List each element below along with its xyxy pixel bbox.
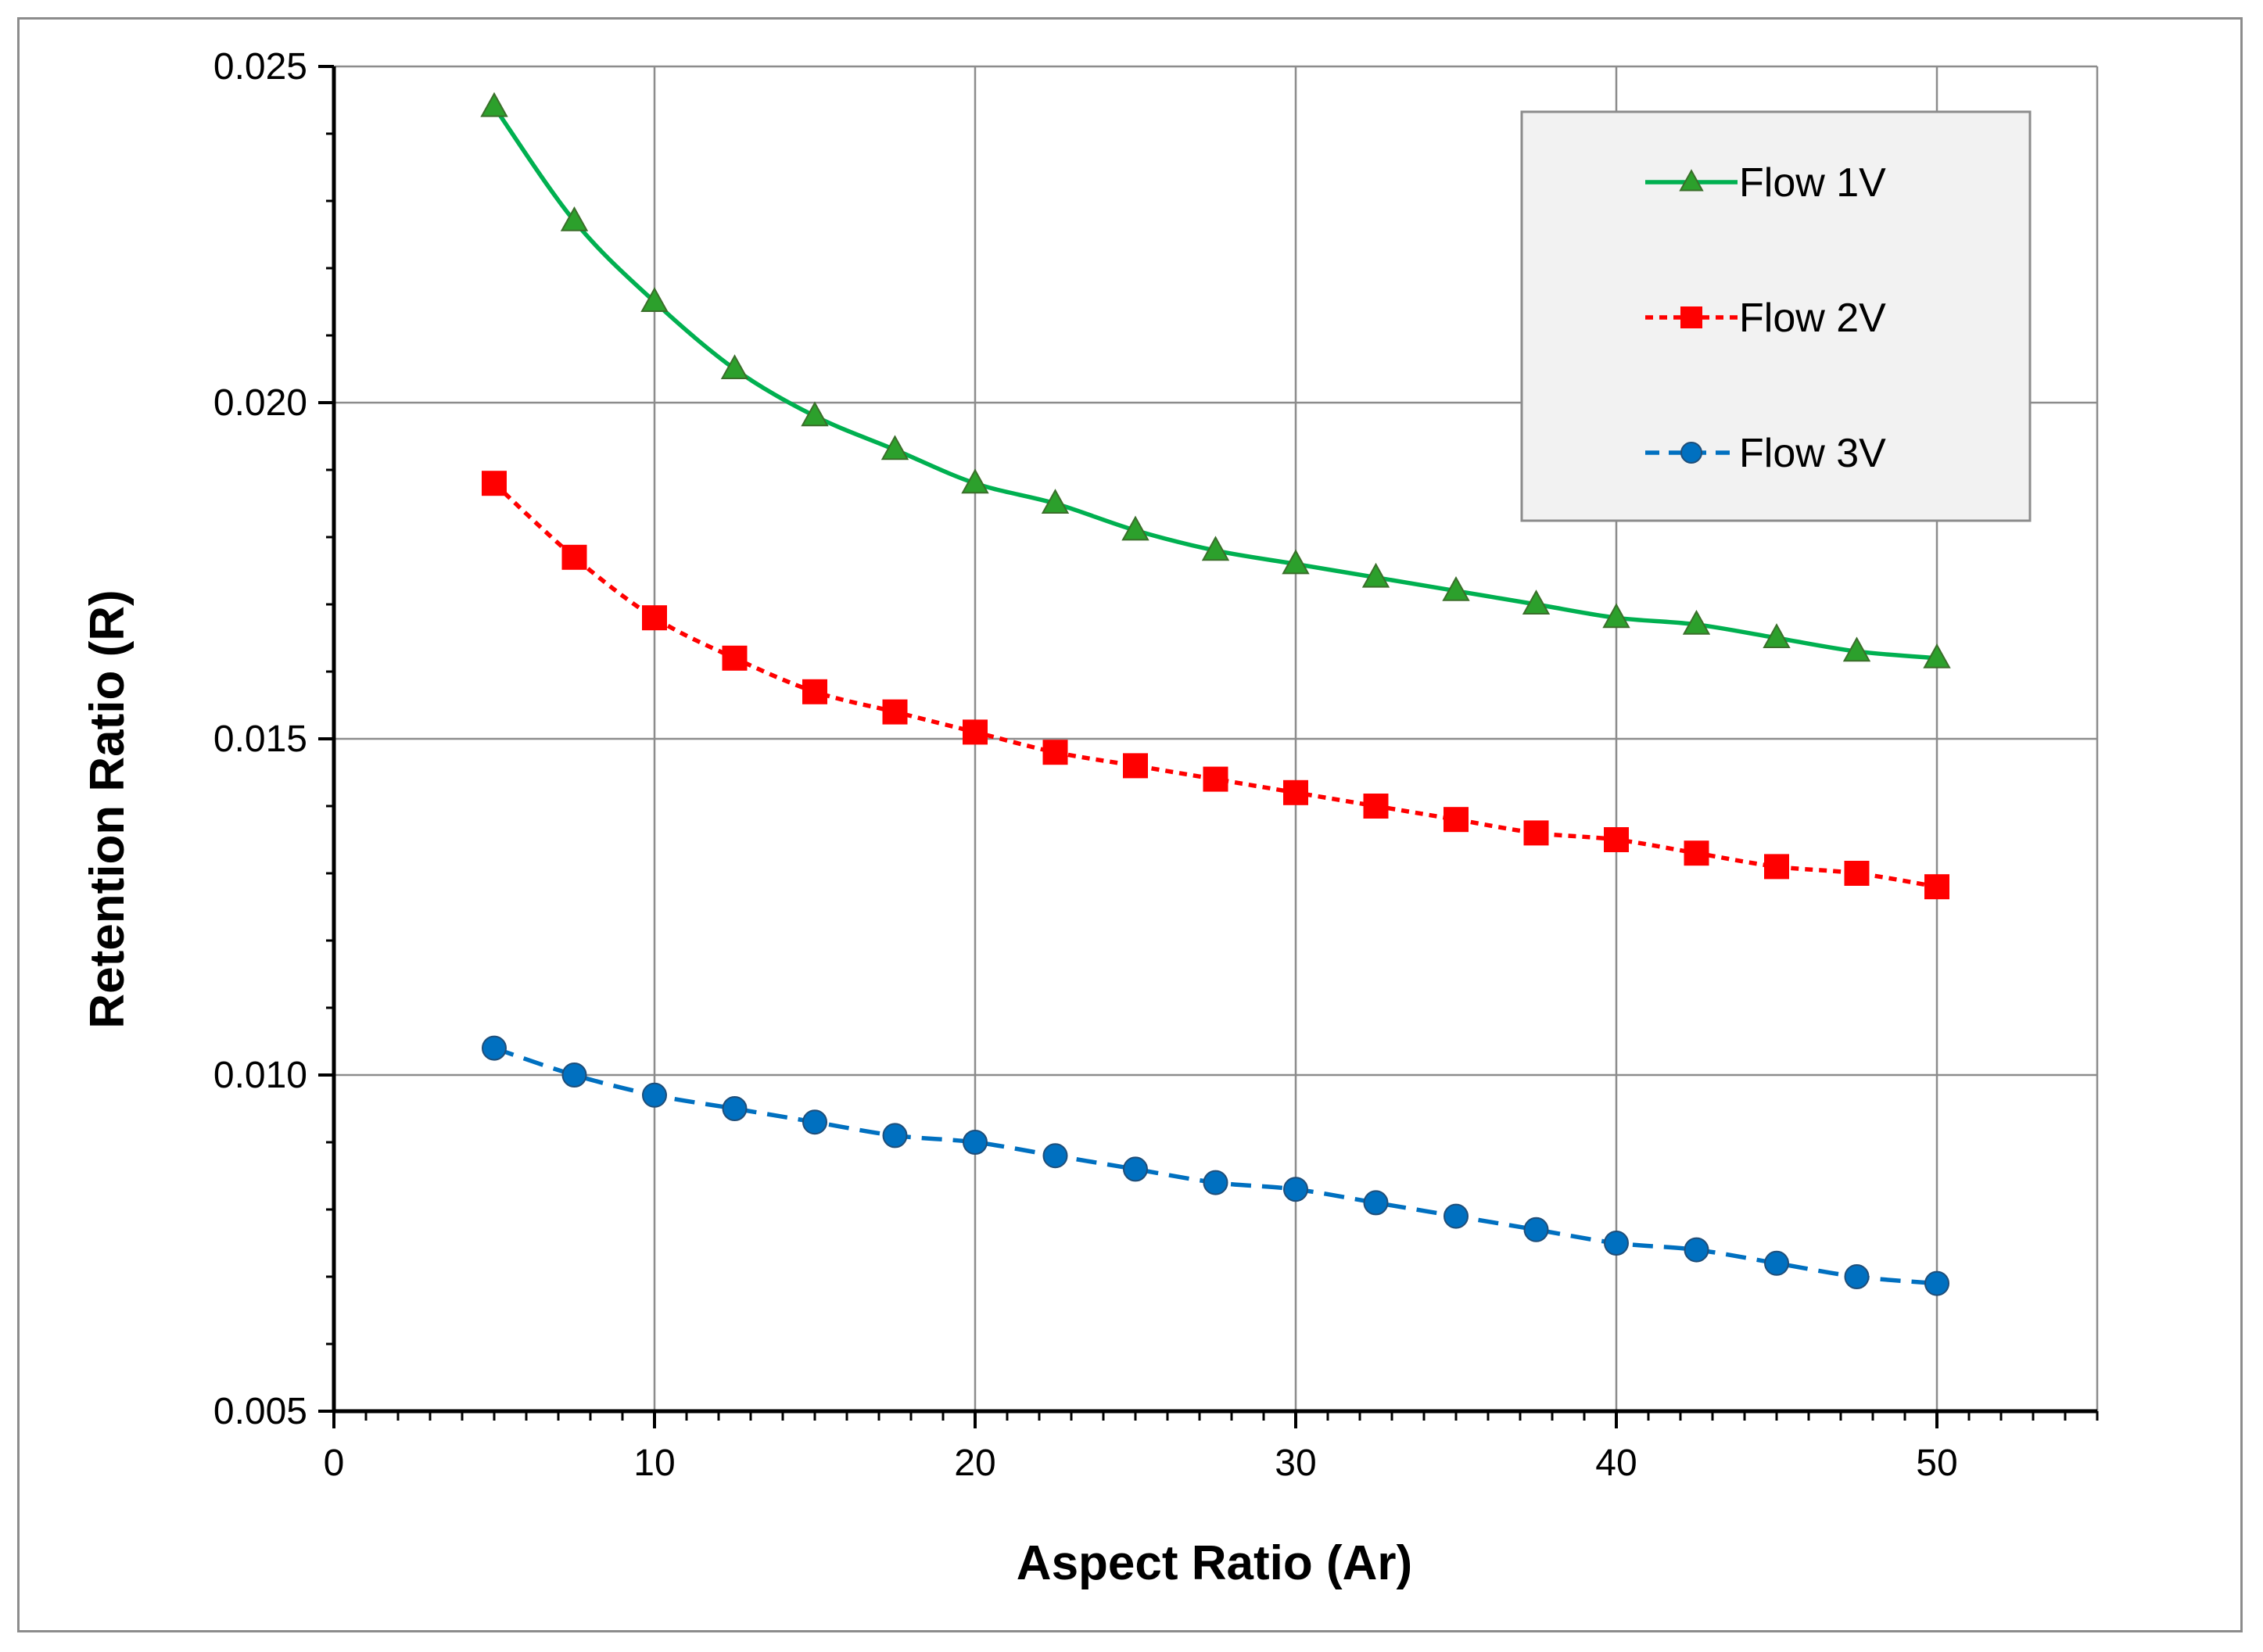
data-point <box>480 91 508 117</box>
data-point <box>1444 807 1469 833</box>
x-tick-label: 30 <box>1275 1442 1316 1484</box>
legend-marker <box>1680 306 1702 328</box>
data-point <box>642 1082 667 1108</box>
data-point <box>961 468 989 494</box>
data-point <box>1924 874 1949 900</box>
data-point <box>882 1123 908 1149</box>
x-tick-label: 0 <box>324 1442 345 1484</box>
data-point <box>1763 623 1791 648</box>
data-point <box>963 1130 988 1155</box>
series-flow-3v <box>482 1035 1949 1296</box>
data-point <box>1684 840 1709 866</box>
data-point <box>1282 549 1310 575</box>
data-point <box>1444 1203 1469 1229</box>
data-point <box>1283 1177 1308 1202</box>
data-point <box>1924 1270 1949 1296</box>
legend-item: Flow 3V <box>1645 431 1886 476</box>
data-point <box>560 206 589 231</box>
data-point <box>482 1035 507 1061</box>
data-point <box>640 287 669 312</box>
data-point <box>561 544 587 570</box>
series-flow-2v <box>482 471 1949 900</box>
legend-item: Flow 1V <box>1645 160 1886 206</box>
x-axis-title: Aspect Ratio (Ar) <box>1017 1536 1412 1590</box>
data-point <box>561 1063 587 1088</box>
series-flow-1v <box>480 91 1951 668</box>
data-point <box>1041 489 1070 514</box>
data-point <box>1363 1190 1389 1216</box>
data-point <box>1764 1250 1789 1276</box>
data-point <box>1523 1217 1549 1242</box>
x-tick-label: 20 <box>954 1442 995 1484</box>
data-point <box>482 471 507 496</box>
data-point <box>1042 1143 1068 1169</box>
data-point <box>1604 1231 1629 1256</box>
data-point <box>1523 820 1549 846</box>
data-point <box>1121 515 1149 541</box>
data-point <box>880 435 909 460</box>
data-point <box>722 645 748 671</box>
data-point <box>1442 575 1470 601</box>
legend-marker <box>1680 442 1702 464</box>
data-point <box>1682 609 1711 635</box>
data-point <box>1923 643 1951 668</box>
legend-label: Flow 3V <box>1739 431 1886 476</box>
y-tick-label: 0.010 <box>213 1055 307 1096</box>
data-point <box>882 699 908 725</box>
y-tick-label: 0.015 <box>213 718 307 760</box>
data-point <box>1042 740 1068 765</box>
legend-label: Flow 1V <box>1739 160 1886 206</box>
x-tick-label: 10 <box>633 1442 675 1484</box>
data-point <box>1602 603 1630 629</box>
legend: Flow 1V Flow 2V Flow 3V <box>1520 110 2032 522</box>
data-point <box>1283 779 1308 805</box>
data-point <box>1363 794 1389 819</box>
series-line <box>493 1045 1938 1286</box>
y-tick-label: 0.025 <box>213 46 307 88</box>
data-point <box>1361 562 1390 588</box>
legend-item: Flow 2V <box>1645 296 1886 341</box>
axes: 0.005 0.010 0.015 0.020 0.025 0 10 20 30 40 50 <box>213 46 2099 1484</box>
data-point <box>802 1109 827 1135</box>
legend-marker <box>1679 169 1704 192</box>
data-point <box>1203 1170 1228 1195</box>
data-point <box>1684 1237 1709 1263</box>
data-point <box>1522 589 1551 615</box>
data-point <box>963 719 988 745</box>
data-point <box>1604 827 1629 852</box>
y-tick-label: 0.005 <box>213 1391 307 1432</box>
data-point <box>801 401 829 427</box>
data-point <box>1844 1264 1870 1289</box>
x-tick-label: 40 <box>1595 1442 1637 1484</box>
data-point <box>1123 1156 1148 1182</box>
data-point <box>802 679 827 704</box>
legend-label: Flow 2V <box>1739 296 1886 341</box>
data-point <box>1203 766 1228 792</box>
data-point <box>1842 636 1871 662</box>
x-tick-label: 50 <box>1916 1442 1957 1484</box>
y-tick-label: 0.020 <box>213 382 307 424</box>
legend-box <box>1520 110 2032 522</box>
data-point <box>642 605 667 631</box>
data-series <box>480 91 1951 1296</box>
data-point <box>722 1096 748 1121</box>
data-point <box>1123 753 1148 779</box>
data-point <box>720 354 749 379</box>
data-point <box>1201 536 1230 561</box>
data-point <box>1764 854 1789 880</box>
data-point <box>1844 861 1870 886</box>
y-axis-title: Retention Ratio (R) <box>81 589 134 1028</box>
